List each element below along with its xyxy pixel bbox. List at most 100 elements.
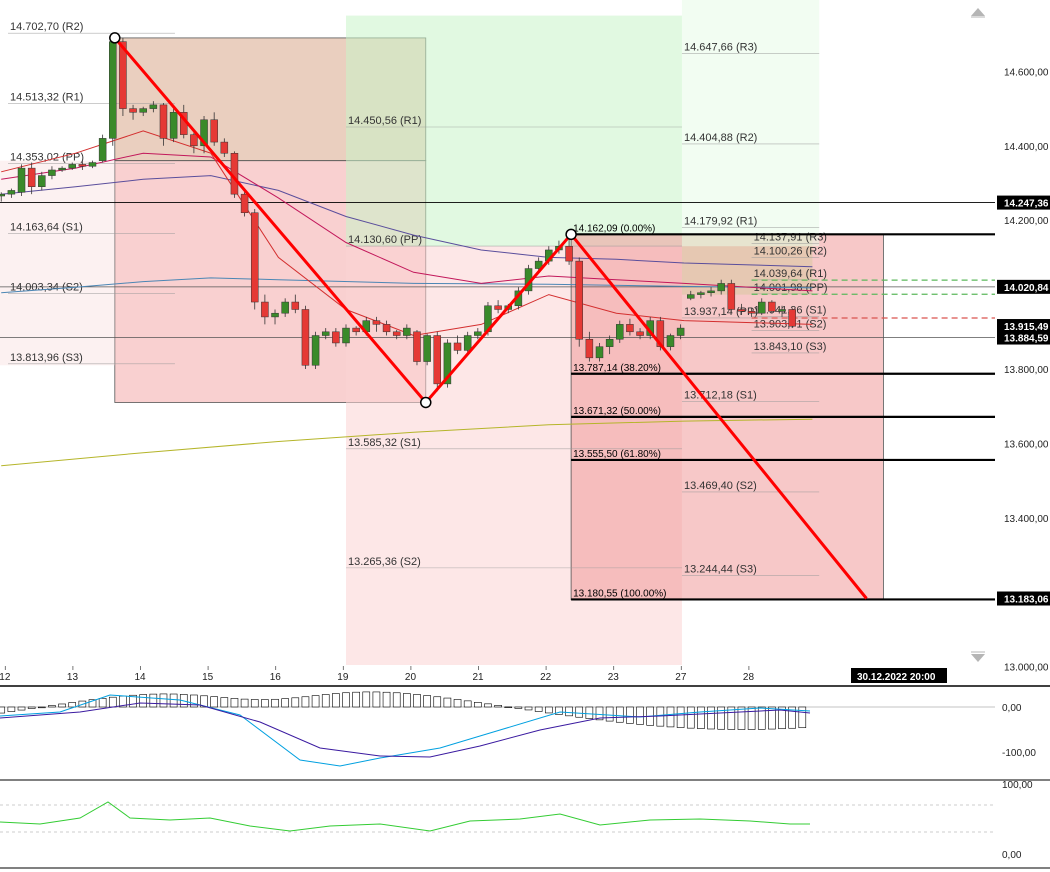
candle-body-29 xyxy=(291,301,300,310)
candle-body-67 xyxy=(676,327,685,336)
candle-body-14 xyxy=(139,108,147,113)
scroll-up-icon[interactable] xyxy=(971,8,985,16)
macd-bar-35 xyxy=(352,691,360,708)
candle-body-44 xyxy=(443,342,452,385)
x-tick-6: 20 xyxy=(405,672,417,683)
pivot-label-3-1: 14.100,26 (R2) xyxy=(754,245,827,257)
candle-body-74 xyxy=(747,311,756,314)
fib-label-0: 14.162,09 (0.00%) xyxy=(573,223,655,234)
x-tick-9: 23 xyxy=(608,672,620,683)
macd-bar-27 xyxy=(271,698,279,708)
x-tick-8: 22 xyxy=(540,672,552,683)
macd-bar-46 xyxy=(463,700,472,708)
candle-body-59 xyxy=(595,346,604,359)
macd-bar-22 xyxy=(220,697,229,708)
pivot-label-3-2: 14.039,64 (R1) xyxy=(754,268,827,280)
macd-bar-14 xyxy=(139,694,147,708)
macd-bar-72 xyxy=(727,706,736,730)
candle-body-40 xyxy=(403,327,411,336)
candle-body-69 xyxy=(697,292,705,295)
pivot-label-2-0: 14.647,66 (R3) xyxy=(684,42,757,54)
pivot-label-3-6: 13.843,10 (S3) xyxy=(754,341,827,353)
macd-bar-4 xyxy=(37,706,46,709)
macd-bar-36 xyxy=(362,691,371,708)
macd-bar-16 xyxy=(159,693,168,708)
ma-blue xyxy=(1,277,813,294)
candle-body-12 xyxy=(119,41,127,109)
candle-body-1 xyxy=(7,190,16,195)
macd-bar-42 xyxy=(423,695,431,708)
candle-body-3 xyxy=(27,167,36,187)
crosshair-label-bg xyxy=(851,668,947,683)
candle-body-16 xyxy=(159,104,168,139)
candle-body-34 xyxy=(342,327,350,344)
candle-body-45 xyxy=(453,342,462,351)
macd-line xyxy=(0,694,811,767)
macd-bar-58 xyxy=(585,706,594,719)
candle-body-68 xyxy=(687,294,695,299)
macd-bar-45 xyxy=(453,699,462,708)
macd-bar-24 xyxy=(240,698,249,708)
candle-body-17 xyxy=(169,112,178,139)
macd-bar-43 xyxy=(433,696,442,708)
y-tick-5: 13.400,00 xyxy=(1004,514,1049,525)
macd-bar-31 xyxy=(311,695,320,708)
fibonacci-levels: 14.162,09 (0.00%) 13.787,14 (38.20%) 13.67… xyxy=(571,223,995,601)
macd-bar-21 xyxy=(210,696,218,708)
macd-bar-17 xyxy=(169,693,178,708)
candle-body-47 xyxy=(474,331,482,336)
macd-panel: 0,00 -100,00 xyxy=(0,691,1050,781)
macd-tick-0: 0,00 xyxy=(1002,703,1022,714)
x-tick-1: 13 xyxy=(67,672,79,683)
rsi-panel: 100,00 0,00 xyxy=(0,780,1050,869)
macd-bar-28 xyxy=(281,698,289,708)
candle-body-56 xyxy=(565,245,573,262)
price-tag-1: 14.020,84 xyxy=(1004,283,1049,294)
macd-bar-74 xyxy=(747,706,756,730)
zigzag-node-2 xyxy=(565,228,577,241)
pivot-label-0-0: 14.702,70 (R2) xyxy=(10,21,83,33)
macd-bar-52 xyxy=(524,706,533,711)
y-tick-0: 14.600,00 xyxy=(1004,67,1049,78)
candle-body-35 xyxy=(352,327,360,333)
zigzag-path xyxy=(113,36,868,600)
ma-purple xyxy=(1,175,813,268)
macd-bar-54 xyxy=(544,706,553,714)
macd-bar-19 xyxy=(190,694,198,708)
candle-body-42 xyxy=(423,335,431,362)
candle-body-71 xyxy=(717,283,725,292)
macd-bar-63 xyxy=(636,706,644,725)
macd-bar-57 xyxy=(575,706,584,718)
candle-body-66 xyxy=(666,335,675,347)
zigzag-line xyxy=(109,32,868,600)
macd-bar-29 xyxy=(291,697,300,708)
candle-body-5 xyxy=(48,169,56,176)
scroll-down-icon[interactable] xyxy=(971,654,985,662)
fib-label-3: 13.555,50 (61.80%) xyxy=(573,449,661,460)
x-tick-7: 21 xyxy=(472,672,484,683)
macd-bar-7 xyxy=(68,702,77,708)
price-tag-0: 14.247,36 xyxy=(1004,199,1049,210)
pivot-label-2-1: 14.404,88 (R2) xyxy=(684,132,757,144)
macd-bar-61 xyxy=(615,706,624,723)
candle-body-58 xyxy=(585,338,594,359)
price-tag-bg-4 xyxy=(997,591,1050,606)
candle-body-63 xyxy=(636,331,644,336)
macd-bar-44 xyxy=(443,697,452,708)
price-tag-3: 13.884,59 xyxy=(1004,334,1049,345)
candle-body-7 xyxy=(68,164,76,169)
pivot-label-2-4: 13.712,18 (S1) xyxy=(684,390,757,402)
macd-bar-41 xyxy=(413,694,421,708)
zigzag-node-0 xyxy=(109,32,121,44)
macd-bar-73 xyxy=(737,706,746,730)
candle-body-28 xyxy=(281,301,289,314)
candle-body-2 xyxy=(17,167,26,193)
macd-bar-75 xyxy=(757,706,766,730)
y-tick-4: 13.600,00 xyxy=(1004,439,1049,450)
candle-body-53 xyxy=(534,260,543,269)
price-tag-bg-0 xyxy=(997,195,1050,210)
macd-signal-line xyxy=(0,702,811,758)
ma-pink xyxy=(1,152,813,292)
y-tick-2: 14.200,00 xyxy=(1004,216,1049,227)
